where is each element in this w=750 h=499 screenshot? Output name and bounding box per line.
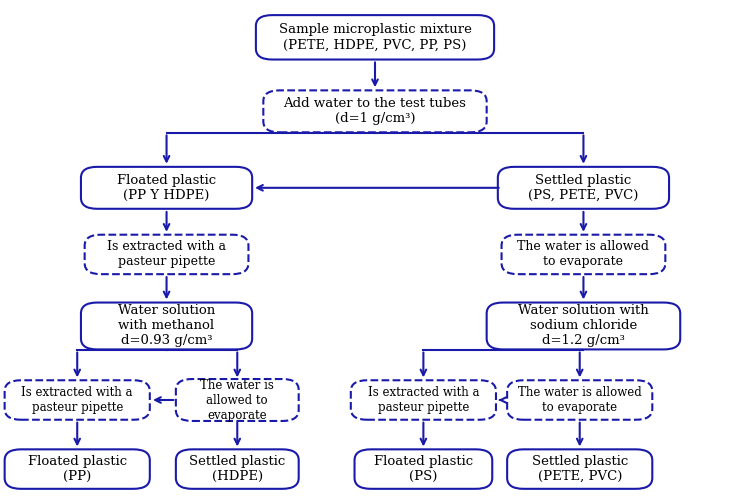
Text: Floated plastic
(PP): Floated plastic (PP) bbox=[28, 455, 127, 483]
FancyBboxPatch shape bbox=[81, 167, 252, 209]
FancyBboxPatch shape bbox=[351, 380, 496, 420]
Text: Settled plastic
(PETE, PVC): Settled plastic (PETE, PVC) bbox=[532, 455, 628, 483]
Text: Settled plastic
(PS, PETE, PVC): Settled plastic (PS, PETE, PVC) bbox=[528, 174, 639, 202]
FancyBboxPatch shape bbox=[507, 449, 652, 489]
FancyBboxPatch shape bbox=[4, 449, 150, 489]
FancyBboxPatch shape bbox=[81, 302, 252, 349]
Text: The water is allowed
to evaporate: The water is allowed to evaporate bbox=[518, 241, 650, 268]
FancyBboxPatch shape bbox=[256, 15, 494, 59]
FancyBboxPatch shape bbox=[176, 449, 298, 489]
Text: Water solution
with methanol
d=0.93 g/cm³: Water solution with methanol d=0.93 g/cm… bbox=[118, 304, 215, 347]
FancyBboxPatch shape bbox=[263, 90, 487, 132]
FancyBboxPatch shape bbox=[355, 449, 492, 489]
FancyBboxPatch shape bbox=[507, 380, 652, 420]
Text: Is extracted with a
pasteur pipette: Is extracted with a pasteur pipette bbox=[368, 386, 479, 414]
Text: Settled plastic
(HDPE): Settled plastic (HDPE) bbox=[189, 455, 286, 483]
FancyBboxPatch shape bbox=[502, 235, 665, 274]
FancyBboxPatch shape bbox=[85, 235, 248, 274]
Text: Is extracted with a
pasteur pipette: Is extracted with a pasteur pipette bbox=[22, 386, 133, 414]
FancyBboxPatch shape bbox=[487, 302, 680, 349]
Text: Sample microplastic mixture
(PETE, HDPE, PVC, PP, PS): Sample microplastic mixture (PETE, HDPE,… bbox=[278, 23, 472, 51]
Text: Add water to the test tubes
(d=1 g/cm³): Add water to the test tubes (d=1 g/cm³) bbox=[284, 97, 466, 125]
Text: Is extracted with a
pasteur pipette: Is extracted with a pasteur pipette bbox=[107, 241, 226, 268]
FancyBboxPatch shape bbox=[4, 380, 150, 420]
FancyBboxPatch shape bbox=[176, 379, 298, 421]
FancyBboxPatch shape bbox=[498, 167, 669, 209]
Text: The water is allowed
to evaporate: The water is allowed to evaporate bbox=[518, 386, 641, 414]
Text: Floated plastic
(PP Y HDPE): Floated plastic (PP Y HDPE) bbox=[117, 174, 216, 202]
Text: Water solution with
sodium chloride
d=1.2 g/cm³: Water solution with sodium chloride d=1.… bbox=[518, 304, 649, 347]
Text: Floated plastic
(PS): Floated plastic (PS) bbox=[374, 455, 473, 483]
Text: The water is
allowed to
evaporate: The water is allowed to evaporate bbox=[200, 379, 274, 422]
